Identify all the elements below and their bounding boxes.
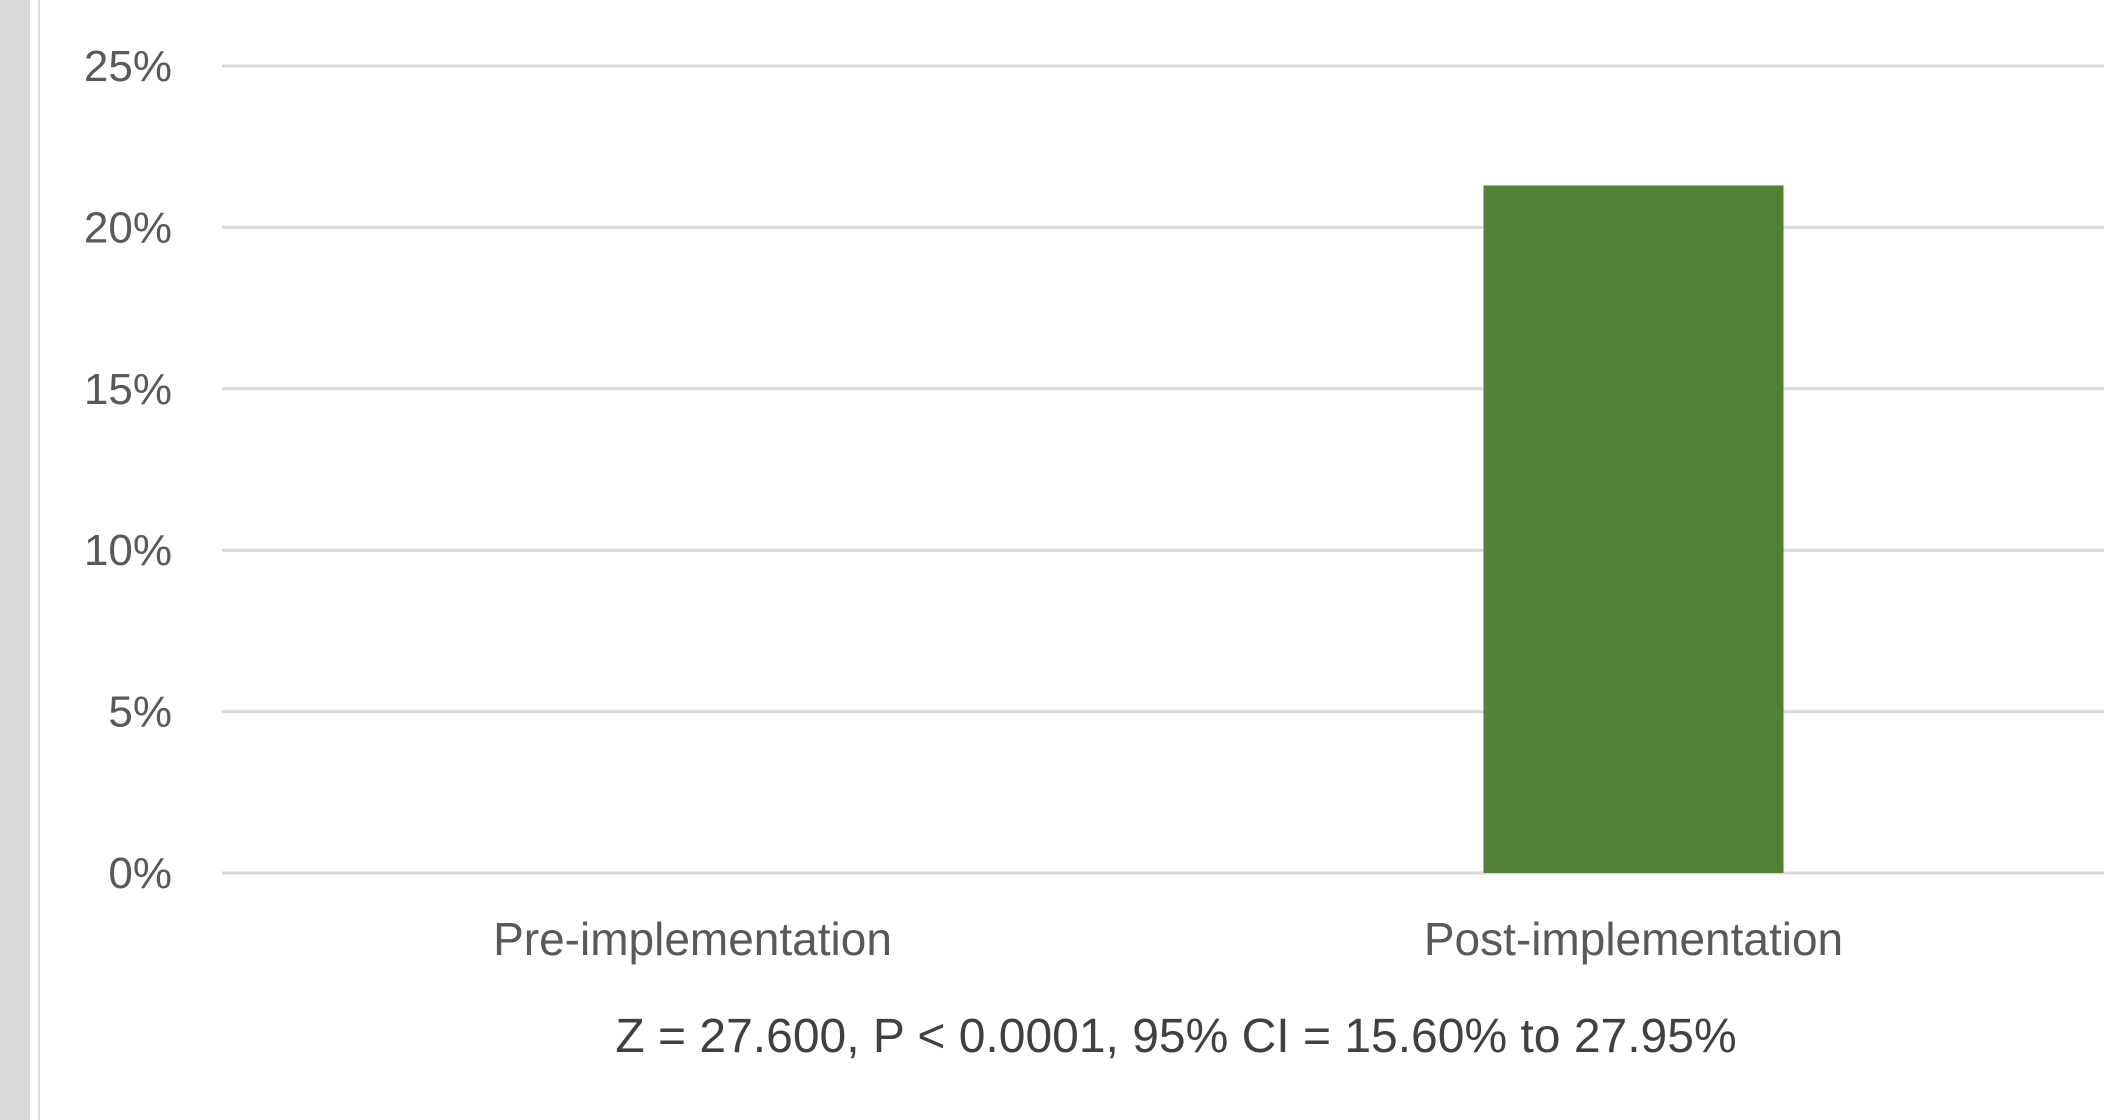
y-tick-label: 25% — [84, 42, 172, 91]
x-axis-category-labels: Pre-implementation Post-implementation — [493, 913, 1843, 965]
bars — [1483, 185, 1784, 873]
left-panel-divider — [38, 0, 40, 1120]
y-axis-tick-labels: 0% 5% 10% 15% 20% 25% — [84, 42, 172, 898]
statistics-annotation: Z = 27.600, P < 0.0001, 95% CI = 15.60% … — [615, 1010, 1736, 1063]
x-category-label: Post-implementation — [1424, 913, 1843, 965]
y-tick-label: 0% — [108, 849, 172, 898]
left-panel-edge — [0, 0, 30, 1120]
x-category-label: Pre-implementation — [493, 913, 892, 965]
bar-post-implementation — [1483, 185, 1784, 873]
y-tick-label: 5% — [108, 688, 172, 737]
y-tick-label: 20% — [84, 203, 172, 252]
y-tick-label: 15% — [84, 365, 172, 414]
y-tick-label: 10% — [84, 526, 172, 575]
gridlines — [222, 64, 2104, 875]
